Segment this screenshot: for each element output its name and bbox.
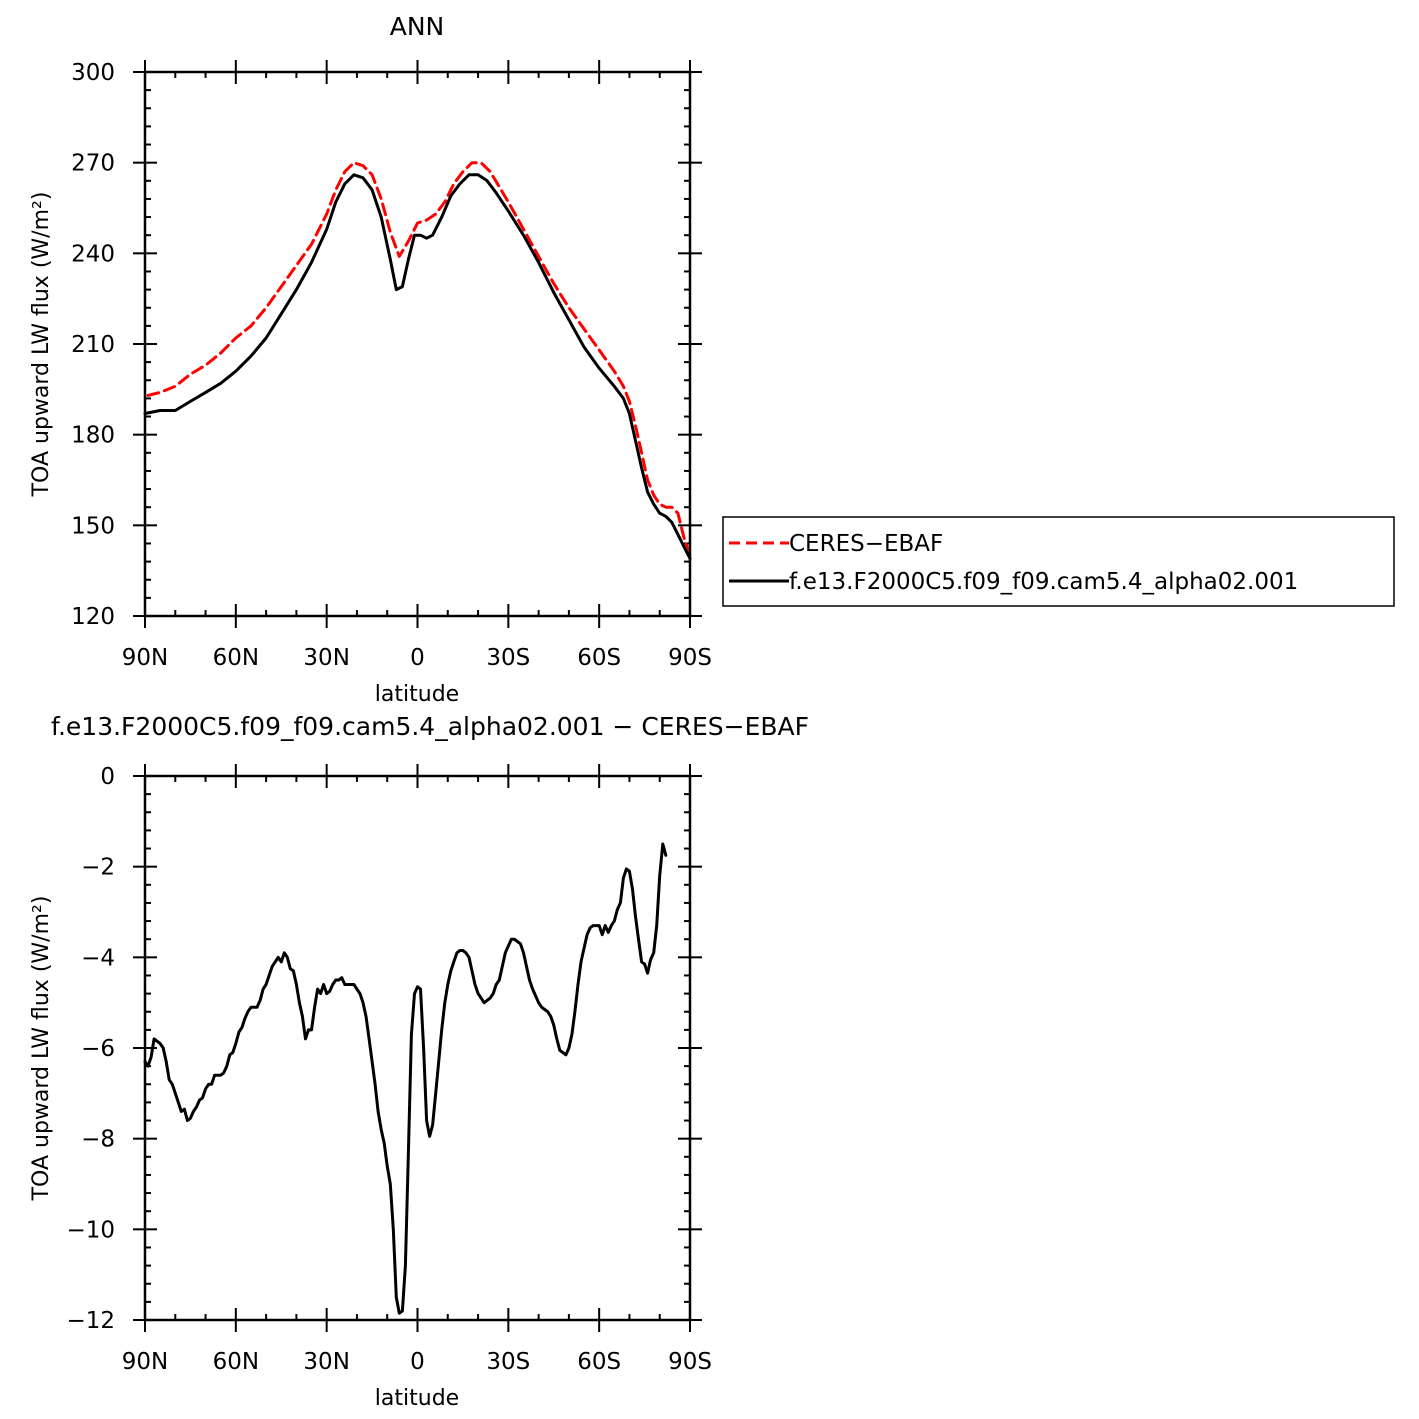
y-tick-label: −4 — [81, 945, 115, 971]
x-tick-label: 30S — [486, 1349, 530, 1375]
bottom-axis-ticks — [133, 764, 702, 1332]
bottom-y-axis-label: TOA upward LW flux (W/m²) — [29, 896, 54, 1202]
y-tick-label: 120 — [71, 604, 115, 630]
legend-box — [722, 516, 1395, 607]
x-tick-label: 90S — [668, 645, 712, 671]
y-tick-label: −6 — [81, 1036, 115, 1062]
series-line-model — [143, 842, 668, 1315]
top-y-axis-label: TOA upward LW flux (W/m²) — [29, 192, 54, 498]
legend-label-model: f.e13.F2000C5.f09_f09.cam5.4_alpha02.001 — [789, 569, 1298, 595]
x-tick-label: 60S — [577, 1349, 621, 1375]
y-tick-label: −2 — [81, 855, 115, 881]
y-tick-label: 270 — [71, 151, 115, 177]
x-tick-label: 60N — [213, 645, 259, 671]
y-tick-label: −8 — [81, 1127, 115, 1153]
legend-label-obs: CERES−EBAF — [789, 531, 943, 557]
top-panel: ANN 90N 60N 30N 0 30S 60S 90S 120 150 180 210 240 2… — [29, 12, 712, 707]
top-axis-ticks — [133, 60, 702, 628]
y-tick-label: 300 — [71, 60, 115, 86]
top-y-tick-labels: 120 150 180 210 240 270 300 — [71, 60, 115, 630]
bottom-y-tick-labels: −12 −10 −8 −6 −4 −2 0 — [66, 764, 115, 1334]
bottom-x-tick-labels: 90N 60N 30N 0 30S 60S 90S — [122, 1349, 712, 1375]
bottom-x-axis-label: latitude — [375, 1386, 459, 1411]
x-tick-label: 0 — [410, 645, 425, 671]
x-tick-label: 0 — [410, 1349, 425, 1375]
y-tick-label: 180 — [71, 423, 115, 449]
x-tick-label: 90S — [668, 1349, 712, 1375]
series-line-model — [143, 173, 692, 561]
x-tick-label: 90N — [122, 1349, 168, 1375]
top-x-axis-label: latitude — [375, 682, 459, 707]
top-panel-title: ANN — [390, 12, 445, 41]
bottom-panel-title: f.e13.F2000C5.f09_f09.cam5.4_alpha02.001… — [51, 712, 809, 741]
bottom-panel: f.e13.F2000C5.f09_f09.cam5.4_alpha02.001… — [29, 712, 809, 1411]
top-x-tick-labels: 90N 60N 30N 0 30S 60S 90S — [122, 645, 712, 671]
x-tick-label: 90N — [122, 645, 168, 671]
top-series-layer — [143, 161, 692, 561]
bottom-series-layer — [143, 842, 668, 1315]
y-tick-label: 210 — [71, 332, 115, 358]
x-tick-label: 60S — [577, 645, 621, 671]
top-plot-frame — [143, 70, 692, 618]
y-tick-label: 0 — [100, 764, 115, 790]
y-tick-label: −10 — [66, 1217, 115, 1243]
y-tick-label: 240 — [71, 241, 115, 267]
series-line-ceres-ebaf — [146, 161, 692, 558]
bottom-plot-frame — [143, 774, 692, 1322]
y-tick-label: −12 — [66, 1308, 115, 1334]
y-tick-label: 150 — [71, 513, 115, 539]
x-tick-label: 30S — [486, 645, 530, 671]
x-tick-label: 60N — [213, 1349, 259, 1375]
x-tick-label: 30N — [303, 1349, 349, 1375]
legend: CERES−EBAF f.e13.F2000C5.f09_f09.cam5.4_… — [722, 516, 1395, 607]
x-tick-label: 30N — [303, 645, 349, 671]
